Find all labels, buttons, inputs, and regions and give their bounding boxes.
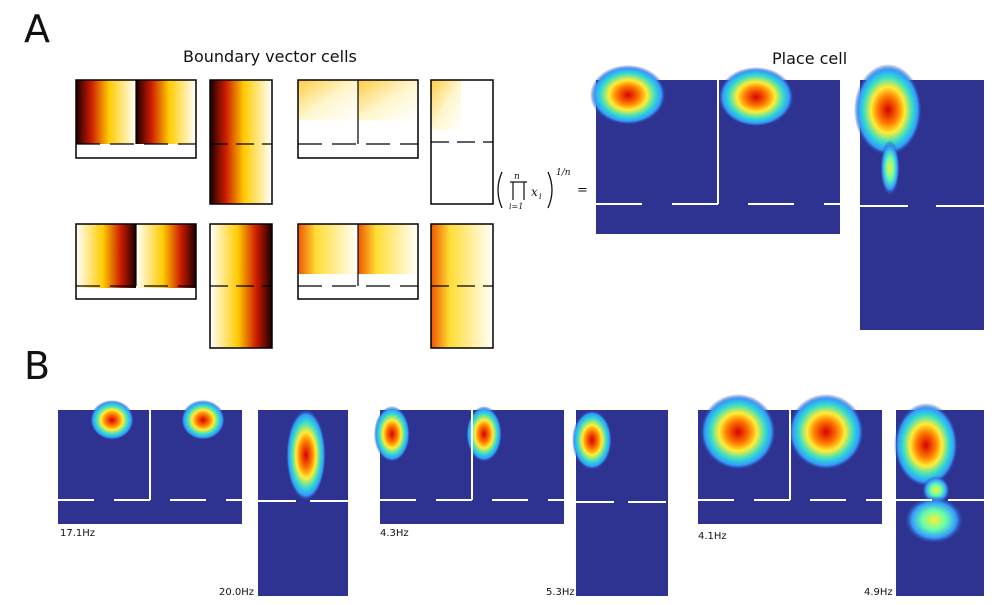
group-2-wide-map bbox=[374, 406, 564, 524]
bvc-map-6 bbox=[209, 223, 273, 349]
bvc-map-5 bbox=[75, 223, 197, 300]
place-cell-map-wide bbox=[590, 65, 840, 234]
place-cell-map-tall bbox=[854, 64, 984, 330]
group-3-wide-map bbox=[698, 394, 882, 524]
group-1-wide-map bbox=[58, 400, 242, 524]
bvc-map-3 bbox=[297, 79, 419, 159]
group-2-tall-map bbox=[572, 410, 668, 596]
place-cell-title: Place cell bbox=[772, 49, 848, 68]
product-bottom: i=1 bbox=[509, 202, 523, 211]
formula-exponent: 1/n bbox=[556, 168, 571, 178]
rate-label-1: 17.1Hz bbox=[60, 528, 96, 539]
product-top: n bbox=[514, 172, 520, 182]
panel-a-letter: A bbox=[24, 7, 50, 51]
rate-label-3: 4.3Hz bbox=[380, 528, 409, 539]
bvc-title: Boundary vector cells bbox=[183, 47, 357, 66]
formula-subscript: i bbox=[539, 192, 542, 201]
group-1-tall-map bbox=[258, 409, 348, 596]
bvc-map-1 bbox=[75, 79, 197, 159]
group-3-tall-map bbox=[894, 403, 984, 596]
formula-variable: x bbox=[531, 185, 538, 199]
panel-b-letter: B bbox=[24, 344, 51, 388]
bvc-map-7 bbox=[297, 223, 419, 300]
geometric-mean-formula: n i=1 x i 1/n = bbox=[497, 168, 588, 211]
bvc-map-4 bbox=[430, 79, 494, 205]
bvc-map-8 bbox=[430, 223, 494, 349]
rate-label-6: 4.9Hz bbox=[864, 587, 893, 598]
formula-equals: = bbox=[577, 183, 588, 198]
rate-label-2: 20.0Hz bbox=[219, 587, 255, 598]
bvc-map-2 bbox=[209, 79, 273, 205]
rate-label-5: 4.1Hz bbox=[698, 531, 727, 542]
rate-label-4: 5.3Hz bbox=[546, 587, 575, 598]
